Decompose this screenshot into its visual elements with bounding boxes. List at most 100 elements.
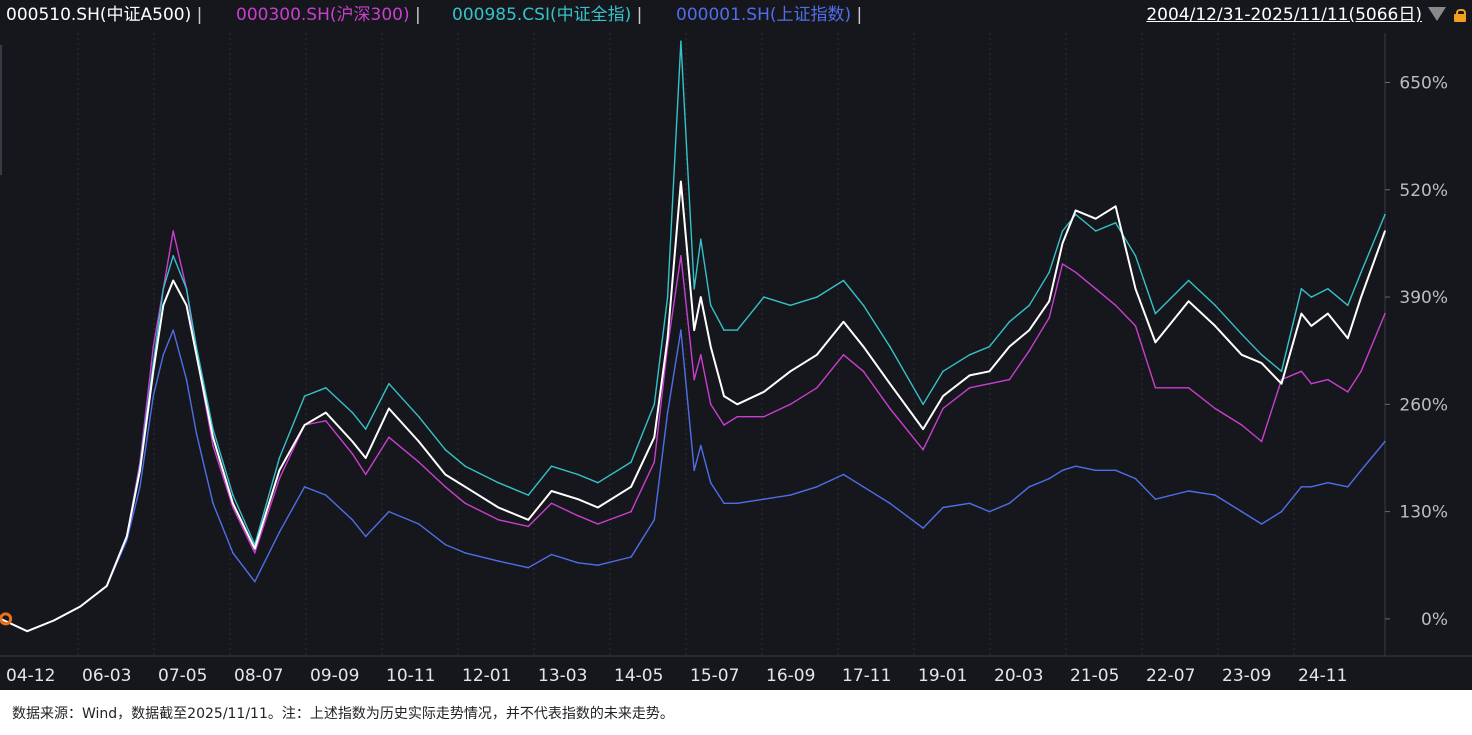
data-point [364, 535, 367, 538]
data-point [942, 395, 944, 397]
data-point [325, 420, 327, 422]
data-point [303, 486, 306, 488]
data-point [1187, 279, 1190, 282]
data-point [763, 415, 765, 418]
x-tick-label: 14-05 [614, 666, 663, 686]
data-point [364, 473, 367, 476]
data-point [1114, 205, 1117, 208]
data-point [789, 370, 792, 373]
data-point [464, 552, 467, 554]
data-point [988, 510, 991, 513]
data-point [172, 329, 174, 331]
data-point [278, 531, 281, 533]
data-point [172, 255, 174, 257]
data-point [723, 329, 725, 331]
data-point [577, 473, 579, 476]
start-marker-icon [0, 612, 13, 626]
data-point [152, 370, 155, 373]
data-point [126, 535, 128, 538]
data-point [303, 395, 306, 397]
data-point [1280, 382, 1283, 385]
data-point [364, 457, 367, 459]
y-tick-label: 520% [1399, 181, 1448, 201]
x-tick-label: 08-07 [234, 666, 283, 686]
data-point [700, 296, 702, 298]
legend-item-a500[interactable]: 000510.SH(中证A500) | [6, 0, 202, 30]
data-point [1214, 494, 1216, 496]
data-point [680, 329, 682, 331]
legend-label-csi-all: 000985.CSI(中证全指) [452, 5, 632, 25]
data-point [278, 469, 281, 472]
data-point [212, 436, 214, 439]
data-point [1048, 477, 1050, 480]
data-point [577, 498, 579, 501]
y-tick-label: 130% [1399, 503, 1448, 523]
x-tick-label: 24-11 [1298, 666, 1347, 686]
data-point [968, 374, 971, 377]
data-point [1008, 345, 1011, 348]
data-point [736, 403, 739, 406]
data-point [53, 619, 55, 622]
x-tick-label: 19-01 [918, 666, 967, 686]
data-point [1260, 354, 1263, 356]
data-point [550, 465, 553, 468]
legend-item-csi-all[interactable]: 000985.CSI(中证全指) | [452, 0, 642, 30]
data-point [1048, 300, 1050, 303]
legend-separator: | [415, 5, 421, 25]
data-point [922, 428, 924, 430]
legend-separator: | [196, 5, 203, 25]
data-point [1048, 271, 1050, 274]
data-point [1300, 312, 1303, 315]
data-point [1347, 337, 1349, 340]
data-point [172, 279, 174, 282]
legend-item-sse[interactable]: 000001.SH(上证指数) | [676, 0, 862, 30]
data-point [597, 506, 599, 509]
data-point [653, 461, 656, 463]
data-point [162, 354, 165, 356]
data-point [1154, 387, 1157, 389]
data-point [1114, 469, 1117, 472]
series-line-a500 [0, 180, 1386, 633]
data-point [1074, 271, 1077, 274]
data-point [736, 502, 739, 505]
data-point [816, 486, 818, 488]
data-point [351, 440, 354, 443]
data-point [862, 486, 865, 488]
data-point [653, 436, 656, 439]
date-range-selector[interactable]: 2004/12/31-2025/11/11(5066日) [1146, 5, 1422, 25]
data-point [1214, 407, 1216, 410]
data-point [1061, 263, 1064, 265]
data-point [1384, 213, 1386, 216]
data-point [126, 539, 128, 542]
data-point [1094, 288, 1097, 290]
data-point [418, 440, 420, 443]
data-point [527, 519, 530, 521]
data-point [1134, 325, 1137, 327]
data-point [597, 523, 599, 525]
data-point [464, 465, 467, 468]
x-tick-label: 09-09 [310, 666, 359, 686]
y-tick-label: 650% [1399, 74, 1448, 94]
data-point [185, 288, 188, 290]
data-point [278, 457, 281, 459]
data-point [1260, 523, 1263, 525]
data-point [889, 382, 891, 385]
data-point [212, 428, 214, 430]
data-point [922, 448, 924, 451]
data-point [254, 580, 256, 583]
legend-item-hs300[interactable]: 000300.SH(沪深300) | [236, 0, 421, 30]
lock-icon[interactable] [1454, 9, 1466, 22]
data-point [680, 40, 682, 43]
data-point [364, 428, 367, 430]
data-point [1094, 469, 1097, 472]
data-point [550, 490, 553, 492]
data-point [232, 494, 234, 496]
data-point [418, 415, 420, 418]
x-tick-label: 13-03 [538, 666, 587, 686]
data-point [497, 506, 500, 509]
data-point [723, 502, 725, 505]
plot-area[interactable]: 04-12 06-03 07-05 08-07 09-09 10-11 12-01 13-03… [0, 0, 1472, 690]
triangle-down-icon[interactable] [1428, 7, 1446, 21]
data-point [444, 448, 447, 451]
legend-label-sse: 000001.SH(上证指数) [676, 5, 852, 25]
